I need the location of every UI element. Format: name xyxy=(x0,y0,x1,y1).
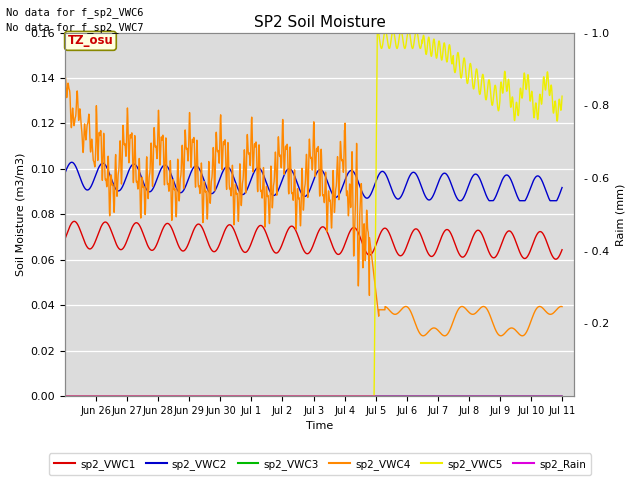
Text: No data for f_sp2_VWC6: No data for f_sp2_VWC6 xyxy=(6,7,144,18)
X-axis label: Time: Time xyxy=(306,421,333,432)
Text: TZ_osu: TZ_osu xyxy=(68,35,113,48)
Y-axis label: Raim (mm): Raim (mm) xyxy=(615,183,625,246)
Title: SP2 Soil Moisture: SP2 Soil Moisture xyxy=(254,15,386,30)
Y-axis label: Soil Moisture (m3/m3): Soil Moisture (m3/m3) xyxy=(15,153,25,276)
Text: No data for f_sp2_VWC7: No data for f_sp2_VWC7 xyxy=(6,22,144,33)
Legend: sp2_VWC1, sp2_VWC2, sp2_VWC3, sp2_VWC4, sp2_VWC5, sp2_Rain: sp2_VWC1, sp2_VWC2, sp2_VWC3, sp2_VWC4, … xyxy=(49,454,591,475)
